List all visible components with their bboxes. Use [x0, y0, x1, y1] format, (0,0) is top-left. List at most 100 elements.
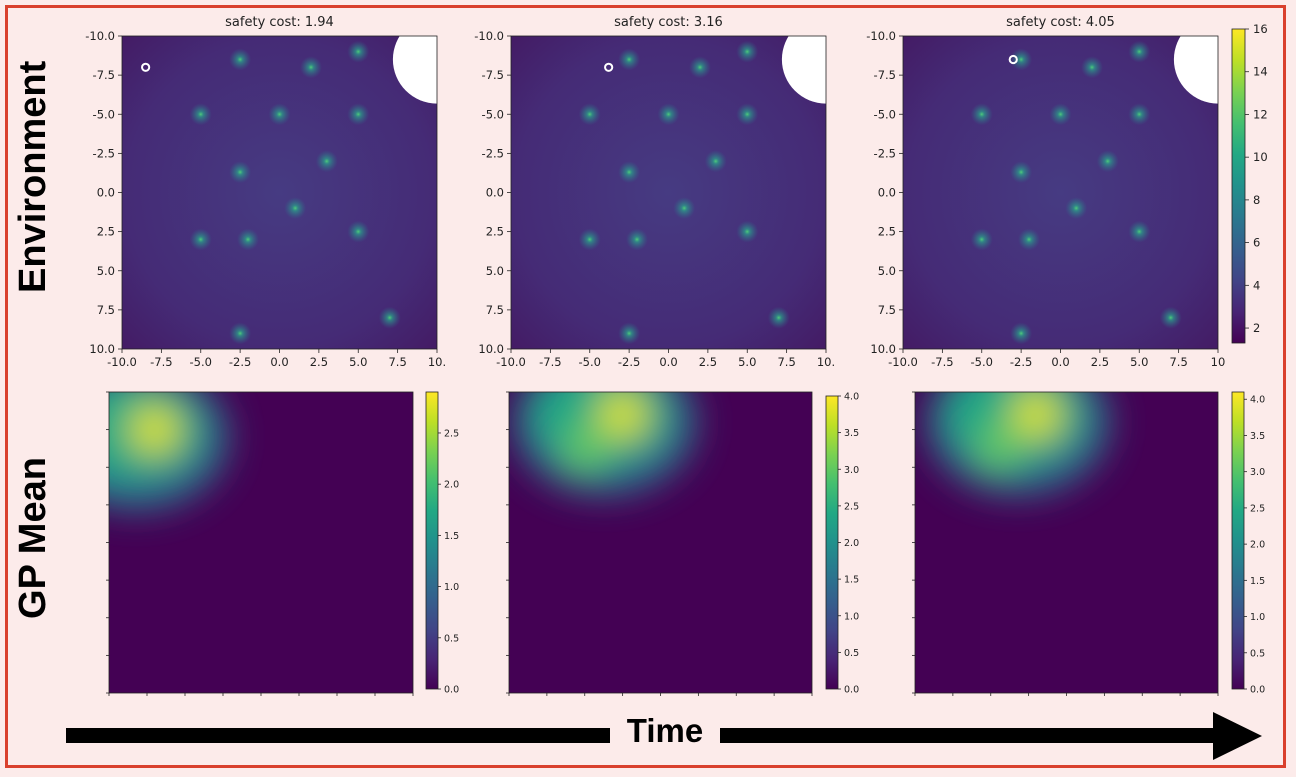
colorbar-tick-label: 0.0 — [1250, 685, 1265, 696]
heatmap-background — [903, 36, 1218, 349]
colorbar-tick-label: 2.0 — [1250, 540, 1265, 551]
colorbar-tick-label: 3.5 — [844, 428, 859, 439]
goal-region — [781, 36, 826, 104]
hazard-point — [736, 40, 759, 63]
environment-heatmap — [903, 36, 1218, 349]
hazard-point — [1010, 161, 1033, 184]
hazard-point — [970, 228, 993, 251]
y-tick-label: 10.0 — [870, 342, 896, 356]
y-tick-label: -10.0 — [85, 29, 115, 43]
x-tick-label: 7.5 — [777, 355, 795, 369]
x-tick-label: 7.5 — [388, 355, 406, 369]
x-tick-label: 10 — [1211, 355, 1226, 369]
gp-peak — [140, 415, 169, 444]
x-tick-label: 2.5 — [310, 355, 328, 369]
x-tick-label: 5.0 — [1130, 355, 1148, 369]
gp-mean-panel-3: 0.0 0.5 1.0 1.5 2.0 2.5 3.0 3.5 4.0 — [912, 391, 1265, 696]
colorbar-tick-label: 2 — [1253, 321, 1260, 335]
x-tick-label: -2.5 — [229, 355, 251, 369]
hazard-point — [657, 103, 680, 126]
hazard-point — [378, 306, 401, 329]
hazard-point — [704, 150, 727, 173]
hazard-point — [736, 220, 759, 243]
colorbar — [1231, 391, 1245, 690]
colorbar-tick-label: 4.0 — [844, 392, 859, 403]
x-tick-label: -5.0 — [190, 355, 212, 369]
colorbar-tick-label: 3.5 — [1250, 431, 1265, 442]
hazard-point — [268, 103, 291, 126]
x-tick-label: 7.5 — [1169, 355, 1187, 369]
panel-title: safety cost: 3.16 — [614, 15, 723, 30]
colorbar-tick-label: 0.5 — [844, 648, 859, 659]
environment-panel-3: safety cost: 4.05 -10.0 -7.5 -5.0 -2.5 0.0 2.5… — [866, 15, 1267, 369]
colorbar-tick-label: 1.0 — [1250, 612, 1265, 623]
y-tick-label: -5.0 — [874, 107, 896, 121]
hazard-point — [189, 103, 212, 126]
hazard-point — [689, 56, 711, 79]
panel-title: safety cost: 1.94 — [225, 15, 334, 30]
colorbar-tick-label: 2.5 — [1250, 503, 1265, 514]
y-tick-label: 7.5 — [97, 303, 115, 317]
x-tick-label: -10.0 — [496, 355, 526, 369]
colorbar-tick-label: 1.0 — [844, 611, 859, 622]
colorbar-tick-label: 1.0 — [444, 582, 459, 593]
y-tick-label: -5.0 — [93, 107, 115, 121]
goal-region — [1173, 36, 1218, 104]
hazard-point — [189, 228, 212, 251]
gp-peak — [571, 435, 599, 463]
colorbar-tick-label: 16 — [1253, 22, 1268, 36]
colorbar-tick-label: 4.0 — [1250, 395, 1265, 406]
x-tick-label: 5.0 — [738, 355, 756, 369]
hazard-point — [1010, 322, 1033, 345]
colorbar-tick-label: 2.0 — [444, 480, 459, 491]
heatmap-background — [122, 36, 437, 349]
hazard-point — [618, 161, 641, 184]
time-arrow-head — [1213, 712, 1262, 760]
environment-heatmap — [511, 36, 826, 349]
hazard-point — [347, 220, 370, 243]
hazard-point — [347, 103, 370, 126]
gp-blobs — [513, 392, 696, 495]
agent-marker — [141, 62, 151, 72]
hazard-point — [229, 322, 252, 345]
colorbar-tick-label: 10 — [1253, 150, 1268, 164]
hazard-point — [347, 40, 370, 63]
environment-panel-1: safety cost: 1.94 -10.0 -7.5 -5.0 -2.5 0.0 2.5… — [85, 15, 446, 369]
gp-blobs — [109, 392, 228, 510]
colorbar — [425, 391, 439, 690]
hazard-point — [300, 56, 322, 79]
hazard-point — [618, 322, 641, 345]
x-tick-label: -2.5 — [1010, 355, 1032, 369]
hazard-point — [1159, 306, 1182, 329]
time-label: Time — [610, 712, 720, 750]
colorbar-tick-label: 3.0 — [1250, 467, 1265, 478]
gp-blobs — [927, 392, 1109, 495]
x-tick-label: -7.5 — [931, 355, 953, 369]
hazard-point — [229, 48, 252, 71]
x-tick-label: -2.5 — [618, 355, 640, 369]
colorbar — [1231, 28, 1246, 344]
gp-heatmap — [109, 392, 413, 693]
y-tick-label: 0.0 — [486, 186, 504, 200]
hazard-point — [1081, 56, 1103, 79]
colorbar-tick-label: 0.0 — [444, 685, 459, 696]
colorbar-tick-label: 6 — [1253, 236, 1260, 250]
y-tick-label: 2.5 — [97, 225, 115, 239]
y-tick-label: -10.0 — [474, 29, 504, 43]
hazard-point — [1018, 228, 1040, 251]
y-tick-label: -2.5 — [874, 146, 896, 160]
colorbar-tick-label: 14 — [1253, 65, 1268, 79]
y-tick-label: 10.0 — [478, 342, 504, 356]
y-tick-label: 5.0 — [97, 264, 115, 278]
colorbar-tick-label: 1.5 — [844, 575, 859, 586]
y-tick-label: -2.5 — [482, 146, 504, 160]
hazard-point — [284, 197, 307, 220]
colorbar-tick-label: 2.5 — [444, 428, 459, 439]
agent-marker — [1008, 54, 1018, 65]
x-tick-label: 5.0 — [349, 355, 367, 369]
y-tick-label: -7.5 — [93, 68, 115, 82]
hazard-point — [618, 48, 641, 71]
x-tick-label: 2.5 — [1091, 355, 1109, 369]
